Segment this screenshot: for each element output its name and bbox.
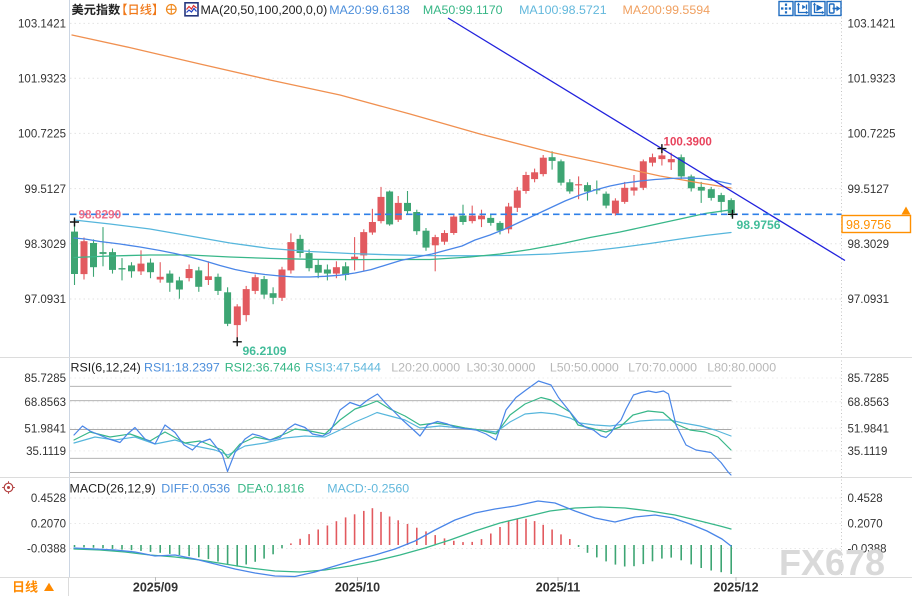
svg-text:2025/12: 2025/12 [713,581,758,595]
svg-text:MA20:99.6138: MA20:99.6138 [329,3,410,17]
svg-text:L20:20.0000: L20:20.0000 [391,361,460,375]
svg-text:0.2070: 0.2070 [848,519,883,531]
svg-text:51.9841: 51.9841 [24,423,66,435]
svg-text:FX678: FX678 [779,542,885,583]
svg-text:68.8563: 68.8563 [24,397,66,409]
svg-text:98.9756: 98.9756 [846,218,891,232]
svg-text:MACD:-0.2560: MACD:-0.2560 [327,482,409,496]
svg-text:101.9323: 101.9323 [848,73,896,85]
svg-text:2025/10: 2025/10 [335,581,380,595]
svg-text:DEA:0.1816: DEA:0.1816 [237,482,304,496]
svg-text:100.7225: 100.7225 [18,129,66,141]
svg-text:0.4528: 0.4528 [848,493,883,505]
svg-text:L80:80.0000: L80:80.0000 [707,361,776,375]
svg-text:97.0931: 97.0931 [24,294,66,306]
svg-text:RSI1:18.2397: RSI1:18.2397 [144,361,220,375]
svg-text:96.2109: 96.2109 [243,344,287,358]
svg-text:35.1119: 35.1119 [26,446,66,458]
svg-text:100.3900: 100.3900 [664,136,712,149]
svg-text:68.8563: 68.8563 [848,397,890,409]
svg-text:103.1421: 103.1421 [848,19,896,31]
svg-text:DIFF:0.0536: DIFF:0.0536 [161,482,230,496]
svg-text:2025/09: 2025/09 [133,581,178,595]
svg-text:99.5127: 99.5127 [24,184,66,196]
svg-text:L70:70.0000: L70:70.0000 [628,361,697,375]
svg-text:MA(20,50,100,200,0,0): MA(20,50,100,200,0,0) [201,3,328,17]
svg-text:-0.0388: -0.0388 [848,544,887,556]
svg-text:35.1119: 35.1119 [848,446,888,458]
svg-text:98.8290: 98.8290 [79,208,122,222]
svg-text:100.7225: 100.7225 [848,129,896,141]
svg-text:98.3029: 98.3029 [848,239,890,251]
svg-text:103.1421: 103.1421 [18,19,66,31]
svg-text:RSI3:47.5444: RSI3:47.5444 [305,361,381,375]
svg-text:98.3029: 98.3029 [24,239,66,251]
svg-text:MA200:99.5594: MA200:99.5594 [623,3,711,17]
svg-text:51.9841: 51.9841 [848,423,890,435]
svg-text:L50:50.0000: L50:50.0000 [550,361,619,375]
svg-text:2025/11: 2025/11 [536,581,581,595]
svg-text:99.5127: 99.5127 [848,184,890,196]
svg-text:85.7285: 85.7285 [848,373,890,385]
svg-text:101.9323: 101.9323 [18,73,66,85]
svg-text:0.2070: 0.2070 [31,519,66,531]
svg-text:98.9756: 98.9756 [737,218,781,232]
svg-text:-0.0388: -0.0388 [27,544,66,556]
svg-text:L30:30.0000: L30:30.0000 [467,361,536,375]
svg-text:MACD(26,12,9): MACD(26,12,9) [70,482,156,496]
svg-text:MA100:98.5721: MA100:98.5721 [519,3,607,17]
svg-text:RSI(6,12,24): RSI(6,12,24) [71,361,141,375]
svg-text:97.0931: 97.0931 [848,294,890,306]
svg-text:0.4528: 0.4528 [31,493,66,505]
svg-text:85.7285: 85.7285 [24,373,66,385]
svg-text:MA50:99.1170: MA50:99.1170 [423,3,503,17]
svg-text:RSI2:36.7446: RSI2:36.7446 [225,361,301,375]
